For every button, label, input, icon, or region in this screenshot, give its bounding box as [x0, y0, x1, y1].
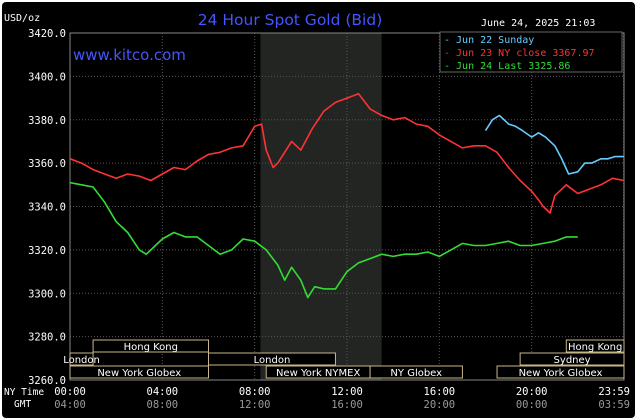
series-line [69, 181, 578, 299]
session-label: London [63, 355, 100, 366]
x-tick-labels: 00:0004:0004:0008:0008:0012:0012:0016:00… [54, 386, 630, 411]
session-label: New York Globex [519, 368, 603, 379]
legend: - Jun 22 Sunday - Jun 23 NY close 3367.97… [439, 31, 623, 73]
session-label: NY Globex [390, 368, 442, 379]
session-label: New York Globex [97, 368, 181, 379]
ny-time-axis-label: NY Time [4, 387, 44, 398]
ny-time-tick-label: 08:00 [239, 386, 271, 398]
session-bar [519, 352, 625, 366]
gmt-tick-label: 12:00 [239, 399, 271, 411]
y-tick-label: 3360.0 [28, 158, 66, 170]
y-tick-label: 3320.0 [28, 245, 66, 257]
y-tick-label: 3400.0 [28, 71, 66, 83]
highlight-band [260, 33, 382, 380]
gmt-tick-label: 20:00 [424, 399, 456, 411]
plot-frame [69, 32, 625, 381]
gmt-tick-label: 16:00 [331, 399, 363, 411]
grid-lines [69, 32, 625, 381]
gmt-tick-label: 00:00 [516, 399, 548, 411]
session-bar [496, 365, 625, 379]
timestamp: June 24, 2025 21:03 [481, 18, 595, 29]
session-label: Hong Kong [124, 342, 178, 353]
ny-time-tick-label: 16:00 [424, 386, 456, 398]
ny-time-tick-label: 00:00 [54, 386, 86, 398]
y-tick-label: 3280.0 [28, 332, 66, 344]
session-label: Hong Kong [568, 342, 622, 353]
ny-time-tick-label: 12:00 [331, 386, 363, 398]
series-line [484, 114, 624, 175]
session-bar [92, 339, 209, 353]
legend-entry: - Jun 23 NY close 3367.97 [444, 48, 595, 59]
y-tick-label: 3260.0 [28, 375, 66, 387]
chart-title: 24 Hour Spot Gold (Bid) [198, 11, 383, 29]
session-label: Sydney [554, 355, 591, 366]
legend-entry: - Jun 22 Sunday [444, 35, 534, 46]
gmt-tick-label: 08:00 [147, 399, 179, 411]
session-bar [208, 352, 336, 366]
website-label: www.kitco.com [73, 46, 186, 64]
y-tick-label: 3380.0 [28, 115, 66, 127]
session-bar [69, 352, 94, 366]
y-tick-label: 3420.0 [28, 28, 66, 40]
gmt-tick-label: 03:59 [598, 399, 630, 411]
session-label: New York NYMEX [276, 368, 361, 379]
session-bar [69, 365, 209, 379]
y-tick-label: 3300.0 [28, 288, 66, 300]
legend-box [439, 31, 623, 73]
ny-time-tick-label: 04:00 [147, 386, 179, 398]
series-lines [69, 92, 625, 299]
gmt-tick-label: 04:00 [54, 399, 86, 411]
session-bars: Hong Kong London London New York Globex New … [63, 339, 625, 379]
legend-entry: - Jun 24 Last 3325.86 [444, 61, 570, 72]
series-line [69, 92, 625, 214]
session-bar [565, 339, 625, 353]
unit-label: USD/oz [4, 13, 40, 24]
y-tick-labels: 3420.0 3400.0 3380.0 3360.0 3340.0 3320.0 3300… [28, 28, 66, 387]
gmt-axis-label: GMT [14, 399, 31, 410]
y-tick-label: 3340.0 [28, 202, 66, 214]
ny-time-tick-label: 23:59 [598, 386, 630, 398]
session-bar [369, 365, 463, 379]
ny-time-tick-label: 20:00 [516, 386, 548, 398]
session-label: London [254, 355, 291, 366]
